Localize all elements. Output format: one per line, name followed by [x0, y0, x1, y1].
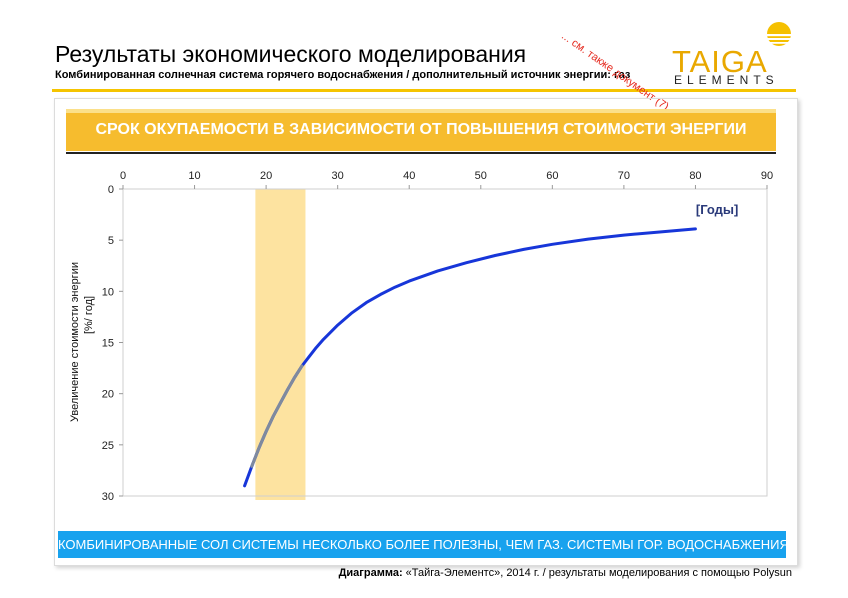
y-tick-label: 15 — [102, 338, 114, 350]
page-title: Результаты экономического моделирования — [55, 41, 527, 67]
source-caption: Диаграмма: «Тайга-Элементс», 2014 г. / р… — [339, 567, 792, 579]
payback-curve-highlighted-segment — [250, 364, 304, 468]
chart-title: СРОК ОКУПАЕМОСТИ В ЗАВИСИМОСТИ ОТ ПОВЫШЕ… — [95, 121, 747, 138]
header-divider — [52, 89, 796, 92]
x-tick-label: 70 — [618, 170, 630, 182]
y-tick-label: 30 — [102, 491, 114, 503]
y-axis-label: Увеличение стоимости энергии — [69, 262, 81, 422]
slide-frame — [54, 98, 798, 566]
x-tick-label: 10 — [188, 170, 200, 182]
plot-area — [122, 188, 768, 497]
highlight-band — [255, 189, 306, 500]
y-axis-unit-label: [%/ год] — [83, 296, 95, 334]
y-tick-label: 10 — [102, 286, 114, 298]
chart-title-banner: СРОК ОКУПАЕМОСТИ В ЗАВИСИМОСТИ ОТ ПОВЫШЕ… — [66, 109, 776, 151]
x-tick-label: 0 — [120, 170, 126, 182]
conclusion-text: КОМБИНИРОВАННЫЕ СОЛ СИСТЕМЫ НЕСКОЛЬКО БО… — [58, 537, 789, 552]
logo-wordmark: TAIGA — [672, 44, 768, 79]
caption-label: Диаграмма: — [338, 567, 403, 579]
x-tick-label: 90 — [761, 170, 773, 182]
y-tick-label: 25 — [102, 440, 114, 452]
x-tick-label: 60 — [546, 170, 558, 182]
payback-curve — [243, 227, 697, 488]
x-tick-label: 40 — [403, 170, 415, 182]
conclusion-bar: КОМБИНИРОВАННЫЕ СОЛ СИСТЕМЫ НЕСКОЛЬКО БО… — [58, 531, 789, 558]
y-tick-label: 5 — [108, 235, 114, 247]
y-tick-label: 20 — [102, 389, 114, 401]
caption-text: «Тайга-Элементс», 2014 г. / результаты м… — [402, 567, 792, 579]
x-axis-label: [Годы] — [696, 202, 739, 217]
y-tick-label: 0 — [108, 184, 114, 196]
page-subtitle: Комбинированная солнечная система горяче… — [55, 69, 631, 81]
banner-divider — [66, 152, 776, 154]
x-tick-label: 50 — [475, 170, 487, 182]
x-tick-label: 80 — [689, 170, 701, 182]
logo-subtitle: ELEMENTS — [674, 73, 779, 87]
x-tick-label: 20 — [260, 170, 272, 182]
sun-over-water-icon — [763, 22, 795, 54]
taiga-elements-logo: TAIGA ELEMENTS — [668, 20, 798, 88]
x-tick-label: 30 — [332, 170, 344, 182]
